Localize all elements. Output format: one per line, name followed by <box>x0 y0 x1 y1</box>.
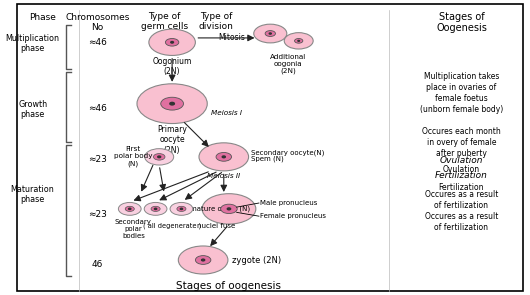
Circle shape <box>151 206 160 212</box>
Text: Maturation
phase: Maturation phase <box>11 185 55 204</box>
Text: ≈23: ≈23 <box>88 155 107 164</box>
Circle shape <box>196 256 211 264</box>
Text: Occures as a result
of fertilization: Occures as a result of fertilization <box>425 212 498 232</box>
Text: Spem (N): Spem (N) <box>251 155 284 162</box>
Circle shape <box>202 194 256 224</box>
Circle shape <box>161 97 183 110</box>
Circle shape <box>144 202 167 215</box>
Text: Stages of
Oogenesis: Stages of Oogenesis <box>436 12 487 33</box>
Text: Fertilization: Fertilization <box>435 171 488 180</box>
Circle shape <box>254 24 287 43</box>
Circle shape <box>177 206 186 212</box>
Circle shape <box>227 208 231 210</box>
Text: ( all degenerate ): ( all degenerate ) <box>143 222 201 229</box>
Text: Fertilization: Fertilization <box>439 183 484 191</box>
Text: Growth
phase: Growth phase <box>18 100 47 119</box>
Text: ≈23: ≈23 <box>88 210 107 219</box>
Circle shape <box>295 39 303 43</box>
Text: Type of
germ cells: Type of germ cells <box>141 12 188 31</box>
Text: Mitosis: Mitosis <box>218 33 245 42</box>
Circle shape <box>118 202 141 215</box>
Text: 46: 46 <box>92 260 103 269</box>
Text: Multiplication takes
place in ovaries of
female foetus
(unborn female body): Multiplication takes place in ovaries of… <box>420 71 503 114</box>
Circle shape <box>180 208 182 209</box>
Circle shape <box>199 143 249 171</box>
Text: Occures as a result
of fertilization: Occures as a result of fertilization <box>425 190 498 210</box>
Text: Type of
division: Type of division <box>199 12 234 31</box>
Circle shape <box>216 153 232 161</box>
Text: nuclei fuse: nuclei fuse <box>197 223 235 229</box>
Circle shape <box>284 33 313 49</box>
Circle shape <box>145 149 174 165</box>
Text: Meiosis II: Meiosis II <box>207 173 240 179</box>
Circle shape <box>158 156 161 158</box>
Circle shape <box>137 84 207 124</box>
Text: Ovulation: Ovulation <box>443 165 480 174</box>
Text: ≈46: ≈46 <box>88 104 107 113</box>
Circle shape <box>153 154 165 160</box>
Circle shape <box>170 102 174 105</box>
Text: Oogonium
(2N): Oogonium (2N) <box>153 57 192 76</box>
Text: First
polar body
(N): First polar body (N) <box>114 146 153 166</box>
Text: Secondary
polar
bodies: Secondary polar bodies <box>115 219 152 239</box>
Text: Ovulation: Ovulation <box>440 156 483 165</box>
FancyBboxPatch shape <box>17 4 524 291</box>
Text: Female pronucleus: Female pronucleus <box>260 213 326 219</box>
Circle shape <box>129 208 131 209</box>
Text: Additional
oogonia
(2N): Additional oogonia (2N) <box>270 54 306 75</box>
Text: Secondary oocyte(N): Secondary oocyte(N) <box>251 149 324 156</box>
Circle shape <box>171 42 173 43</box>
Text: Meiosis I: Meiosis I <box>211 110 242 116</box>
Circle shape <box>201 259 205 261</box>
Text: ≈46: ≈46 <box>88 38 107 47</box>
Circle shape <box>125 206 134 212</box>
Text: zygote (2N): zygote (2N) <box>232 255 281 265</box>
Text: Phase: Phase <box>30 13 56 22</box>
Text: Chromosomes
No: Chromosomes No <box>65 13 129 32</box>
Circle shape <box>170 202 193 215</box>
Circle shape <box>269 33 271 34</box>
Text: Primary
oocyte
(2N): Primary oocyte (2N) <box>157 125 187 155</box>
Text: Stages of oogenesis: Stages of oogenesis <box>176 281 281 291</box>
Text: Multiplication
phase: Multiplication phase <box>6 34 59 53</box>
Circle shape <box>165 39 179 46</box>
Circle shape <box>154 208 157 209</box>
Text: mature ovum (N): mature ovum (N) <box>190 206 250 212</box>
Circle shape <box>149 29 196 55</box>
Circle shape <box>178 246 228 274</box>
Circle shape <box>265 31 276 37</box>
Circle shape <box>298 40 299 41</box>
Text: Male pronucleus: Male pronucleus <box>260 200 317 206</box>
Circle shape <box>222 156 225 158</box>
Circle shape <box>220 204 237 214</box>
Text: Occures each month
in overy of female
after puberty: Occures each month in overy of female af… <box>422 127 501 158</box>
